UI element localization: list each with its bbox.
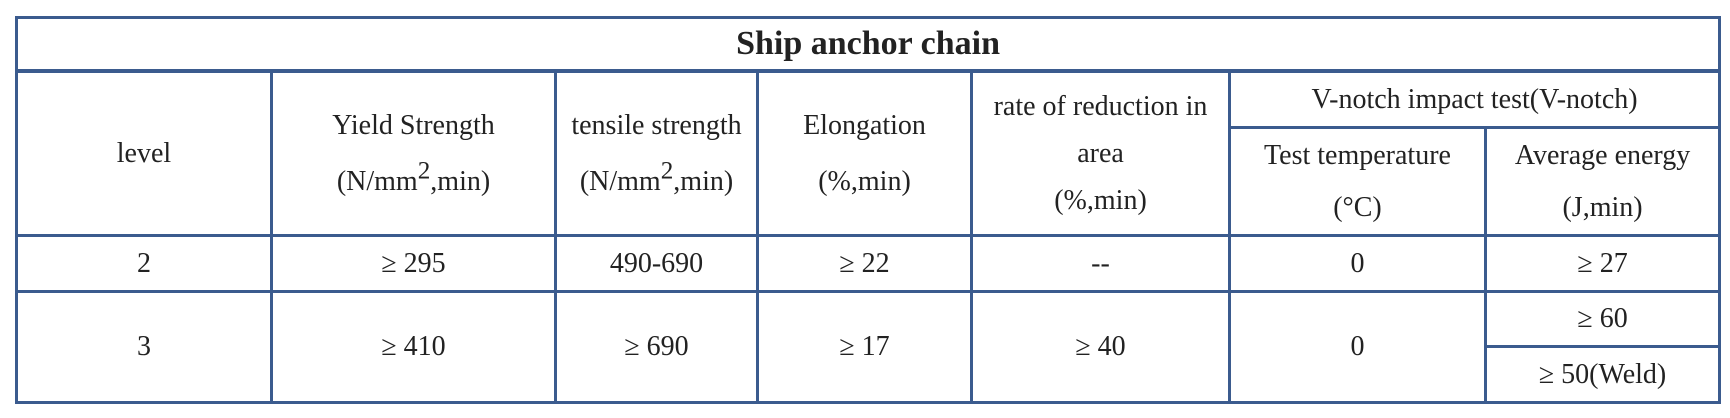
- cell-average-energy: ≥ 60: [1483, 289, 1722, 349]
- cell-tensile-strength: ≥ 690: [554, 289, 759, 405]
- anchor-chain-spec-table: Ship anchor chain level Yield Strength (…: [14, 16, 1722, 405]
- cell-yield-strength: ≥ 410: [270, 289, 557, 405]
- header-test-temperature-unit: (°C): [1333, 191, 1382, 223]
- cell-elongation: ≥ 22: [756, 234, 973, 293]
- cell-yield-strength: ≥ 295: [270, 234, 557, 293]
- cell-average-energy: ≥ 27: [1483, 234, 1722, 293]
- header-average-energy-label: Average energy: [1514, 139, 1691, 171]
- header-reduction-line1: rate of reduction in: [993, 91, 1208, 123]
- cell-elongation: ≥ 17: [756, 289, 973, 405]
- header-tensile-strength-label: tensile strength: [571, 109, 742, 141]
- cell-average-energy-weld: ≥ 50(Weld): [1483, 345, 1722, 404]
- header-level: level: [15, 69, 273, 238]
- cell-reduction-in-area: --: [970, 234, 1231, 293]
- cell-test-temperature: 0: [1228, 234, 1487, 293]
- header-average-energy: Average energy (J,min): [1483, 126, 1722, 238]
- header-test-temperature-label: Test temperature: [1264, 139, 1451, 171]
- table-title: Ship anchor chain: [14, 16, 1722, 74]
- table-row: ≥ 50(Weld): [17, 345, 1722, 404]
- header-elongation-label: Elongation: [803, 109, 926, 141]
- header-elongation: Elongation (%,min): [756, 69, 973, 238]
- cell-tensile-strength: 490-690: [554, 234, 759, 293]
- header-average-energy-unit: (J,min): [1562, 191, 1643, 223]
- header-elongation-unit: (%,min): [818, 165, 911, 197]
- header-test-temperature: Test temperature (°C): [1228, 126, 1487, 238]
- header-yield-strength-label: Yield Strength: [332, 109, 495, 141]
- header-yield-strength: Yield Strength (N/mm2,min): [270, 69, 557, 238]
- table-row: 2 ≥ 295 490-690 ≥ 22 -- 0 ≥ 27: [15, 234, 1722, 293]
- cell-test-temperature: 0: [1228, 289, 1487, 405]
- cell-reduction-in-area: ≥ 40: [970, 289, 1231, 405]
- cell-level: 3: [15, 289, 273, 405]
- header-yield-strength-unit: (N/mm2,min): [336, 157, 491, 197]
- header-reduction-line2: area: [1077, 138, 1124, 170]
- header-tensile-strength-unit: (N/mm2,min): [579, 157, 734, 197]
- header-impact-test-group: V-notch impact test(V-notch): [1227, 69, 1722, 130]
- table-row: 3 ≥ 410 ≥ 690 ≥ 17 ≥ 40 0 ≥ 60: [15, 289, 1722, 405]
- header-tensile-strength: tensile strength (N/mm2,min): [554, 69, 759, 238]
- header-reduction-in-area: rate of reduction in area (%,min): [970, 69, 1231, 238]
- header-reduction-unit: (%,min): [1054, 185, 1147, 217]
- cell-level: 2: [15, 234, 273, 293]
